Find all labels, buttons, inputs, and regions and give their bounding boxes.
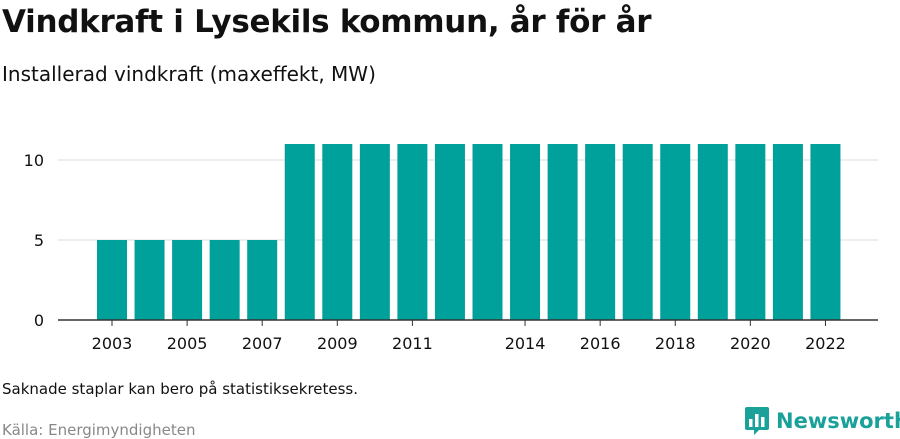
y-tick-labels: 0 5 10	[24, 151, 44, 330]
bar-2008	[284, 144, 315, 320]
x-tick-label: 2018	[655, 334, 696, 353]
bar-chart: 0 5 10 2003 2005 2007 2009 2011 2014 2016 2018 202…	[24, 144, 878, 353]
bar-2021	[772, 144, 803, 320]
bar-2020	[735, 144, 766, 320]
chart-subtitle: Installerad vindkraft (maxeffekt, MW)	[2, 62, 376, 86]
bar-2016	[585, 144, 616, 320]
y-tick-label: 0	[34, 311, 44, 330]
bar-2015	[547, 144, 578, 320]
bar-2010	[359, 144, 390, 320]
x-tick-label: 2014	[505, 334, 546, 353]
bar-2005	[172, 240, 203, 320]
y-tick-label: 10	[24, 151, 44, 170]
bar-2017	[622, 144, 653, 320]
x-tick-label: 2020	[730, 334, 771, 353]
x-tick-label: 2009	[317, 334, 358, 353]
bar-chart-speech-bubble-icon	[745, 407, 769, 435]
y-tick-label: 5	[34, 231, 44, 250]
bar-2022	[810, 144, 841, 320]
brand-name: Newsworthy	[776, 409, 900, 433]
x-tick-label: 2007	[242, 334, 283, 353]
x-tick-label: 2016	[580, 334, 621, 353]
source-credit: Källa: Energimyndigheten	[2, 421, 196, 439]
x-tick-label: 2003	[92, 334, 133, 353]
bar-2014	[510, 144, 541, 320]
bar-2011	[397, 144, 428, 320]
bar-2019	[697, 144, 728, 320]
bar-2004	[134, 240, 165, 320]
x-tick-label: 2011	[392, 334, 433, 353]
bar-2018	[660, 144, 691, 320]
bar-2007	[247, 240, 278, 320]
bar-2006	[209, 240, 240, 320]
brand-logo: Newsworthy	[744, 406, 900, 436]
x-tick-label: 2022	[805, 334, 846, 353]
bar-2013	[472, 144, 503, 320]
bar-2009	[322, 144, 353, 320]
bars	[97, 144, 841, 320]
x-tick-labels: 2003 2005 2007 2009 2011 2014 2016 2018 2020 2022	[92, 320, 846, 353]
x-tick-label: 2005	[167, 334, 208, 353]
footnote: Saknade staplar kan bero på statistiksek…	[2, 380, 359, 398]
bar-2012	[434, 144, 465, 320]
bar-2003	[97, 240, 127, 320]
chart-title: Vindkraft i Lysekils kommun, år för år	[2, 4, 652, 40]
